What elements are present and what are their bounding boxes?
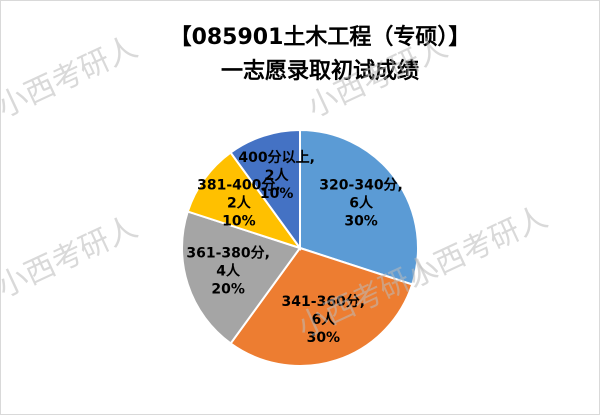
chart-title: 【085901土木工程（专硕）】	[170, 24, 471, 50]
data-label: 381-400分, 2人 10%	[197, 178, 281, 230]
data-label-line: 6人	[311, 311, 336, 328]
data-label-line: 4人	[216, 262, 241, 279]
pie-slice	[299, 128, 419, 286]
data-label-line: 341-360分,	[282, 294, 366, 310]
data-label: 320-340分, 6人 30%	[319, 178, 403, 230]
data-label-line: 320-340分,	[319, 178, 403, 194]
data-label-line: 400分以上,	[238, 150, 315, 166]
data-label-line: 2人	[227, 195, 252, 212]
pie-slice	[186, 151, 303, 250]
data-label: 361-380分, 4人 20%	[186, 245, 270, 297]
data-label-line: 381-400分,	[197, 178, 281, 194]
data-label-line: 361-380分,	[186, 245, 270, 261]
data-label-line: 20%	[211, 281, 245, 297]
pie-slice	[229, 246, 414, 367]
data-label-line: 10%	[222, 214, 256, 230]
data-label-line: 10%	[260, 186, 294, 202]
data-label-line: 2人	[265, 167, 290, 184]
data-label-line: 30%	[344, 214, 378, 230]
pie-slice	[181, 210, 302, 345]
data-label: 400分以上, 2人 10%	[238, 150, 315, 202]
data-label-line: 30%	[307, 330, 341, 346]
data-label: 341-360分, 6人 30%	[282, 294, 366, 346]
pie-slice	[229, 128, 301, 252]
data-label-line: 6人	[349, 195, 374, 212]
chart-title: 一志愿录取初试成绩	[221, 58, 419, 84]
